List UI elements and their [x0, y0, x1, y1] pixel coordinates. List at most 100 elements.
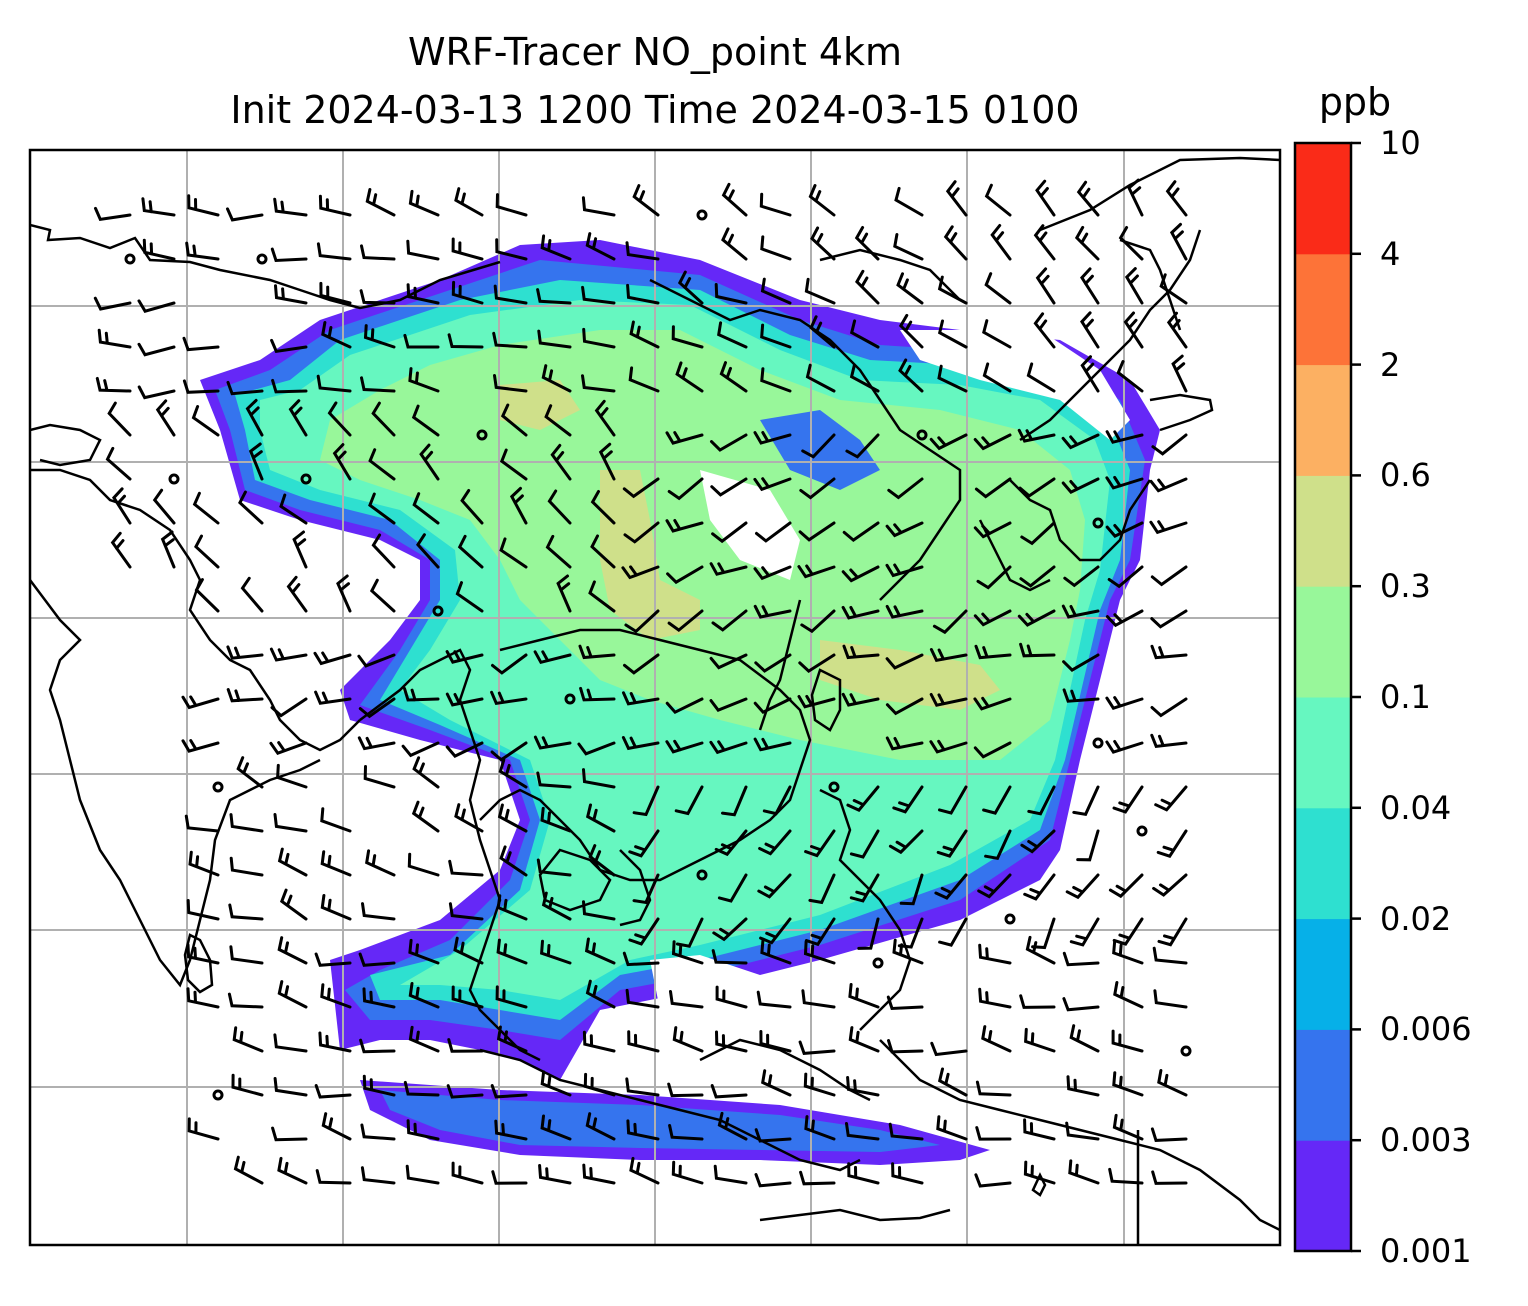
colorbar-unit-label: ppb [1318, 80, 1392, 124]
wind-barb [982, 785, 1012, 815]
wind-barb [753, 737, 792, 752]
wind-barb [797, 694, 836, 709]
wind-barb [583, 1072, 616, 1097]
wind-barb [984, 272, 1012, 305]
wind-barb [897, 917, 924, 949]
wind-barb [544, 404, 572, 437]
wind-barb [541, 364, 572, 393]
wind-barb [496, 938, 528, 965]
wind-barb [411, 404, 440, 437]
wind-barb [1112, 1113, 1144, 1141]
wind-barb [582, 327, 616, 349]
wind-barb [717, 321, 748, 349]
wind-barb [667, 477, 704, 501]
wind-barb [805, 363, 836, 393]
wind-barb [457, 534, 484, 569]
wind-barb [885, 736, 924, 751]
wind-barb [711, 521, 748, 544]
wind-barb [585, 1112, 616, 1141]
wind-barb [550, 443, 572, 481]
wind-barb [499, 448, 528, 481]
wind-barb [447, 333, 484, 349]
wind-barb [754, 1173, 792, 1188]
wind-barb [360, 376, 396, 393]
colorbar-tick-label: 0.1 [1380, 678, 1431, 716]
wind-barb [885, 653, 924, 670]
wind-barb [314, 952, 352, 967]
wind-barb [186, 987, 220, 1009]
wind-barb [808, 873, 836, 905]
wind-barb [1023, 873, 1056, 901]
wind-barb [451, 985, 484, 1009]
wind-barb [494, 1119, 528, 1141]
map-panel [30, 150, 1280, 1245]
wind-barb [137, 342, 176, 357]
wind-barb [975, 1126, 1012, 1141]
wind-barb [321, 321, 352, 349]
wind-barb [1019, 642, 1056, 658]
wind-barb [712, 917, 748, 942]
wind-barb [137, 385, 176, 400]
wind-barb [665, 519, 704, 533]
wind-barb [1061, 433, 1100, 450]
wind-barb [495, 193, 528, 217]
colorbar-frame [1293, 141, 1353, 1253]
wind-barb [754, 1128, 792, 1143]
wind-barb [270, 247, 308, 263]
wind-barb [496, 1025, 528, 1053]
wind-barb [804, 1115, 836, 1141]
wind-barb [1113, 981, 1144, 1009]
wind-barb [540, 1070, 572, 1097]
wind-barb [849, 873, 880, 903]
wind-barb [1076, 829, 1100, 862]
wind-barb [1065, 873, 1100, 900]
wind-barb [625, 241, 660, 261]
wind-barb [1152, 946, 1188, 965]
wind-barb [885, 521, 924, 538]
wind-barb [493, 374, 528, 393]
wind-barb [194, 578, 220, 613]
wind-barb [632, 873, 660, 905]
wind-barb [416, 533, 440, 569]
wind-barb [406, 283, 440, 305]
wind-barb [314, 1084, 352, 1099]
wind-barb [892, 938, 924, 965]
wind-barb [319, 281, 352, 305]
wind-barb [1020, 829, 1056, 854]
wind-barb [714, 829, 748, 857]
wind-barb [445, 741, 484, 758]
wind-barb [93, 296, 132, 311]
wind-barb [976, 565, 1012, 590]
wind-barb [320, 983, 352, 1009]
wind-barb [269, 741, 308, 756]
wind-barb [625, 988, 660, 1009]
wind-barb [1061, 477, 1100, 494]
wind-barb [403, 333, 440, 349]
wind-barb [533, 650, 572, 665]
wind-barb [665, 431, 704, 445]
wind-barb [581, 285, 616, 305]
wind-barb [360, 1123, 396, 1141]
wind-barb [181, 739, 220, 753]
wind-barb [495, 238, 528, 261]
wind-barb [270, 697, 308, 718]
wind-barb [1116, 360, 1144, 393]
wind-barb [577, 741, 616, 756]
wind-barb [229, 813, 264, 833]
wind-barb [419, 443, 440, 481]
wind-barb [231, 1073, 264, 1097]
wind-barb [492, 331, 528, 349]
wind-barb [841, 565, 880, 583]
wind-barb [899, 873, 924, 906]
wind-barb [846, 1076, 880, 1097]
wind-barb [665, 697, 704, 715]
wind-barb [1063, 565, 1100, 588]
wind-barb [447, 1038, 484, 1053]
wind-barb [500, 403, 528, 437]
wind-barb [710, 1084, 748, 1099]
wind-barb [359, 289, 396, 305]
wind-barb [760, 939, 792, 965]
wind-barb [226, 380, 264, 396]
calm-wind-marker [696, 869, 708, 881]
wind-barb [930, 1041, 968, 1057]
